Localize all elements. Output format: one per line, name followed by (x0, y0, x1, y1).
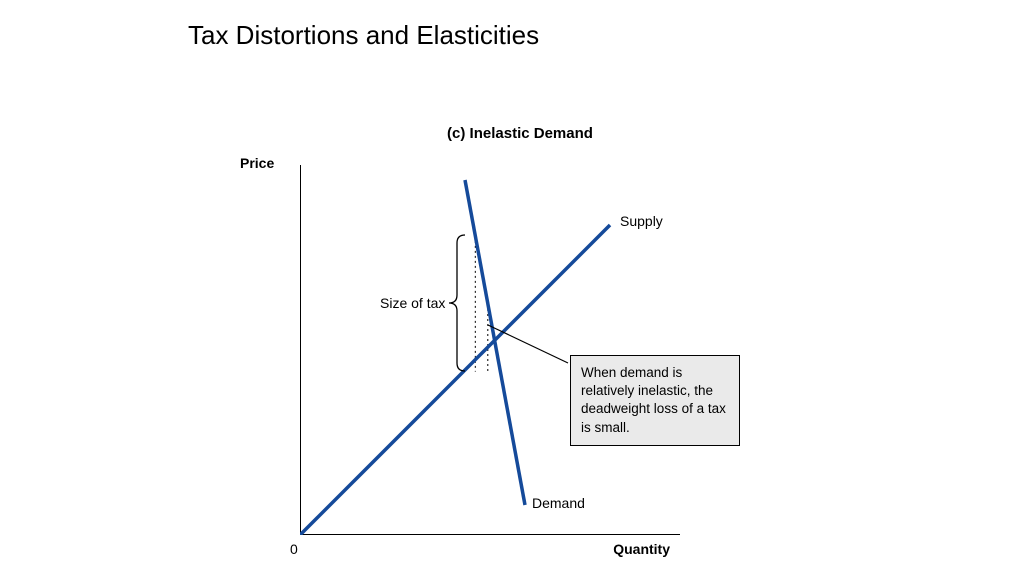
chart-subtitle: (c) Inelastic Demand (200, 125, 840, 142)
supply-label: Supply (620, 213, 663, 229)
x-axis-label: Quantity (613, 541, 670, 557)
size-of-tax-label: Size of tax (380, 295, 445, 311)
callout-box: When demand is relatively inelastic, the… (570, 355, 740, 446)
page-title: Tax Distortions and Elasticities (188, 20, 539, 51)
origin-label: 0 (290, 541, 298, 557)
demand-label: Demand (532, 495, 585, 511)
plot-region: Supply Demand Size of tax When demand is… (300, 165, 680, 535)
y-axis-label: Price (240, 155, 274, 171)
chart-area: (c) Inelastic Demand Price Quantity 0 Su… (200, 85, 840, 565)
